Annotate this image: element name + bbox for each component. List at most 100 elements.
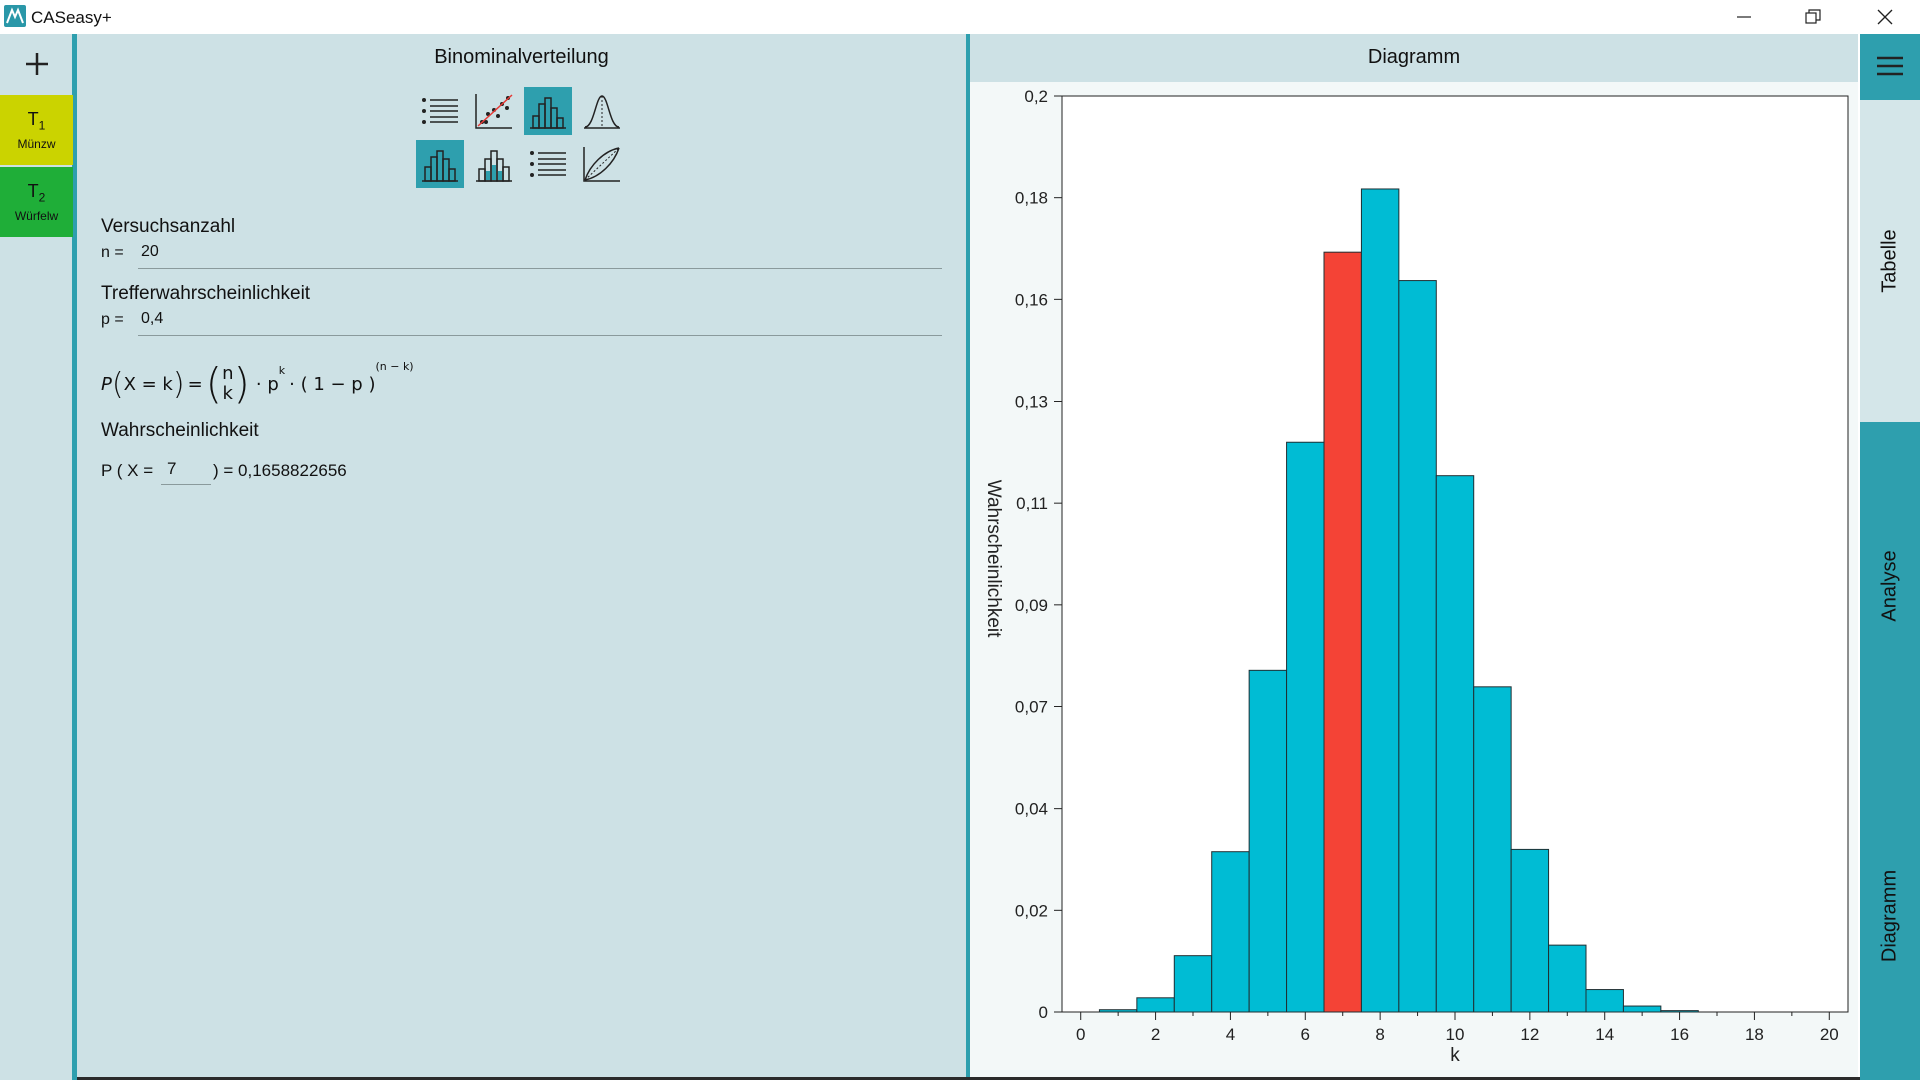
task-tab-label: Würfelw: [14, 208, 59, 223]
n-variable-label: n =: [101, 244, 124, 261]
bar-k-13[interactable]: [1548, 944, 1587, 1013]
y-axis-label: Wahrscheinlichkeit: [983, 480, 1004, 638]
x-tick-label: 10: [1446, 1025, 1465, 1044]
formula-equals: =: [187, 373, 203, 395]
x-tick-label: 6: [1301, 1025, 1310, 1044]
bar-k-2[interactable]: [1136, 997, 1175, 1013]
plus-icon: [25, 53, 48, 75]
task-tab-2[interactable]: T2 Würfelw: [0, 167, 73, 237]
n-input-underline: [138, 268, 942, 269]
calculation-panel: Binominalverteilung Versuchsanzahl n = 2…: [77, 34, 966, 1080]
success-probability-label: Trefferwahrscheinlichkeit: [101, 283, 311, 304]
cumulative-histogram-icon: [476, 150, 512, 182]
add-task-button[interactable]: [0, 38, 73, 90]
bar-k-15[interactable]: [1622, 1005, 1662, 1013]
formula-event: X = k: [123, 373, 173, 395]
x-tick-label: 12: [1520, 1025, 1539, 1044]
y-tick-label: 0,11: [1016, 494, 1048, 513]
histogram-button[interactable]: [524, 87, 572, 135]
task-tab-title: T: [27, 181, 39, 201]
restore-button[interactable]: [1778, 0, 1848, 34]
bar-k-6[interactable]: [1286, 441, 1325, 1013]
lorenz-curve-button[interactable]: [578, 140, 626, 188]
y-tick-label: 0,18: [1015, 189, 1048, 208]
tab-analyse-label: Analyse: [1878, 550, 1901, 622]
task-tab-index: 2: [38, 190, 46, 205]
x-tick-label: 14: [1595, 1025, 1614, 1044]
tab-analyse[interactable]: Analyse: [1860, 425, 1920, 747]
y-tick-label: 0,02: [1015, 901, 1048, 920]
formula-complement: · ( 1 − p ): [289, 373, 376, 395]
sidebar-divider: [72, 34, 77, 1080]
tab-diagramm-label: Diagramm: [1878, 869, 1901, 963]
y-tick-label: 0,07: [1015, 698, 1048, 717]
app-title: CASeasy+: [31, 8, 112, 27]
bottom-border: [77, 1077, 1860, 1080]
x-tick-label: 0: [1076, 1025, 1085, 1044]
histogram-icon: [530, 97, 566, 129]
probability-label: Wahrscheinlichkeit: [101, 420, 259, 441]
y-tick-label: 0: [1039, 1003, 1048, 1022]
bar-k-4[interactable]: [1211, 851, 1250, 1013]
x-axis-label: k: [1450, 1045, 1460, 1066]
chart-area: 0 2 4 6 8 10 12 14 16 18 20 0 0,02 0,04 0,07 0,09 0,11 0,…: [970, 82, 1858, 1080]
p-variable-label: p =: [101, 311, 124, 328]
bell-curve-icon: [584, 95, 620, 129]
panel-title: Binominalverteilung: [434, 46, 609, 68]
bar-k-10[interactable]: [1435, 475, 1475, 1013]
bar-k-12[interactable]: [1510, 848, 1550, 1013]
x-tick-label: 4: [1226, 1025, 1235, 1044]
y-tick-label: 0,13: [1015, 392, 1048, 411]
bar-k-9[interactable]: [1398, 280, 1437, 1013]
probability-prefix: P ( X =: [101, 461, 154, 480]
binomial-top: n: [222, 363, 234, 385]
bar-k-7[interactable]: [1323, 251, 1362, 1013]
formula-power-p: · p: [255, 373, 279, 395]
close-icon: [1877, 9, 1893, 25]
menu-button[interactable]: [1860, 34, 1920, 100]
minimize-button[interactable]: [1709, 0, 1779, 34]
task-tab-index: 1: [38, 118, 46, 133]
bar-k-11[interactable]: [1473, 686, 1512, 1013]
p-input-underline: [138, 335, 942, 336]
bar-k-5[interactable]: [1248, 669, 1288, 1013]
binomial-histogram[interactable]: 0 2 4 6 8 10 12 14 16 18 20 0 0,02 0,04 0,07 0,09 0,11 0,…: [970, 82, 1858, 1080]
tab-tabelle-label: Tabelle: [1878, 229, 1901, 293]
probability-result: ) = 0,1658822656: [213, 461, 347, 480]
normal-distribution-button[interactable]: [578, 87, 626, 135]
trial-count-label: Versuchsanzahl: [101, 216, 236, 237]
y-tick-label: 0,16: [1015, 290, 1048, 309]
k-input-underline: [161, 484, 211, 485]
bar-k-3[interactable]: [1173, 955, 1213, 1013]
task-tab-1[interactable]: T1 Münzw: [0, 95, 73, 165]
cumulative-histogram-button[interactable]: [470, 140, 518, 188]
restore-icon: [1805, 9, 1821, 24]
tab-diagramm[interactable]: Diagramm: [1860, 752, 1920, 1080]
bar-k-1[interactable]: [1098, 1009, 1138, 1013]
scatter-regression-button[interactable]: [470, 87, 518, 135]
n-input[interactable]: 20: [141, 243, 159, 260]
app-logo-icon: [4, 5, 26, 27]
y-tick-label: 0,09: [1015, 596, 1048, 615]
bar-k-8[interactable]: [1360, 188, 1400, 1013]
k-input[interactable]: 7: [167, 459, 177, 478]
x-tick-label: 18: [1745, 1025, 1764, 1044]
value-list-button[interactable]: [524, 140, 572, 188]
x-tick-label: 2: [1151, 1025, 1160, 1044]
formula-exponent-nk: (n − k): [375, 360, 414, 373]
probability-histogram-button[interactable]: [416, 140, 464, 188]
tab-tabelle[interactable]: Tabelle: [1860, 100, 1920, 422]
diagram-title: Diagramm: [1367, 46, 1461, 68]
list-view-button[interactable]: [416, 87, 464, 135]
hamburger-menu-icon: [1877, 56, 1903, 76]
y-tick-label: 0,2: [1024, 87, 1048, 106]
list-icon: [530, 151, 566, 177]
close-button[interactable]: [1850, 0, 1920, 34]
formula-exponent-k: k: [278, 364, 286, 377]
bar-k-16[interactable]: [1660, 1010, 1699, 1013]
title-bar: CASeasy+: [0, 0, 1920, 34]
p-input[interactable]: 0,4: [141, 310, 164, 327]
bar-k-14[interactable]: [1585, 989, 1624, 1013]
y-tick-label: 0,04: [1015, 800, 1048, 819]
task-tab-label: Münzw: [17, 136, 56, 151]
